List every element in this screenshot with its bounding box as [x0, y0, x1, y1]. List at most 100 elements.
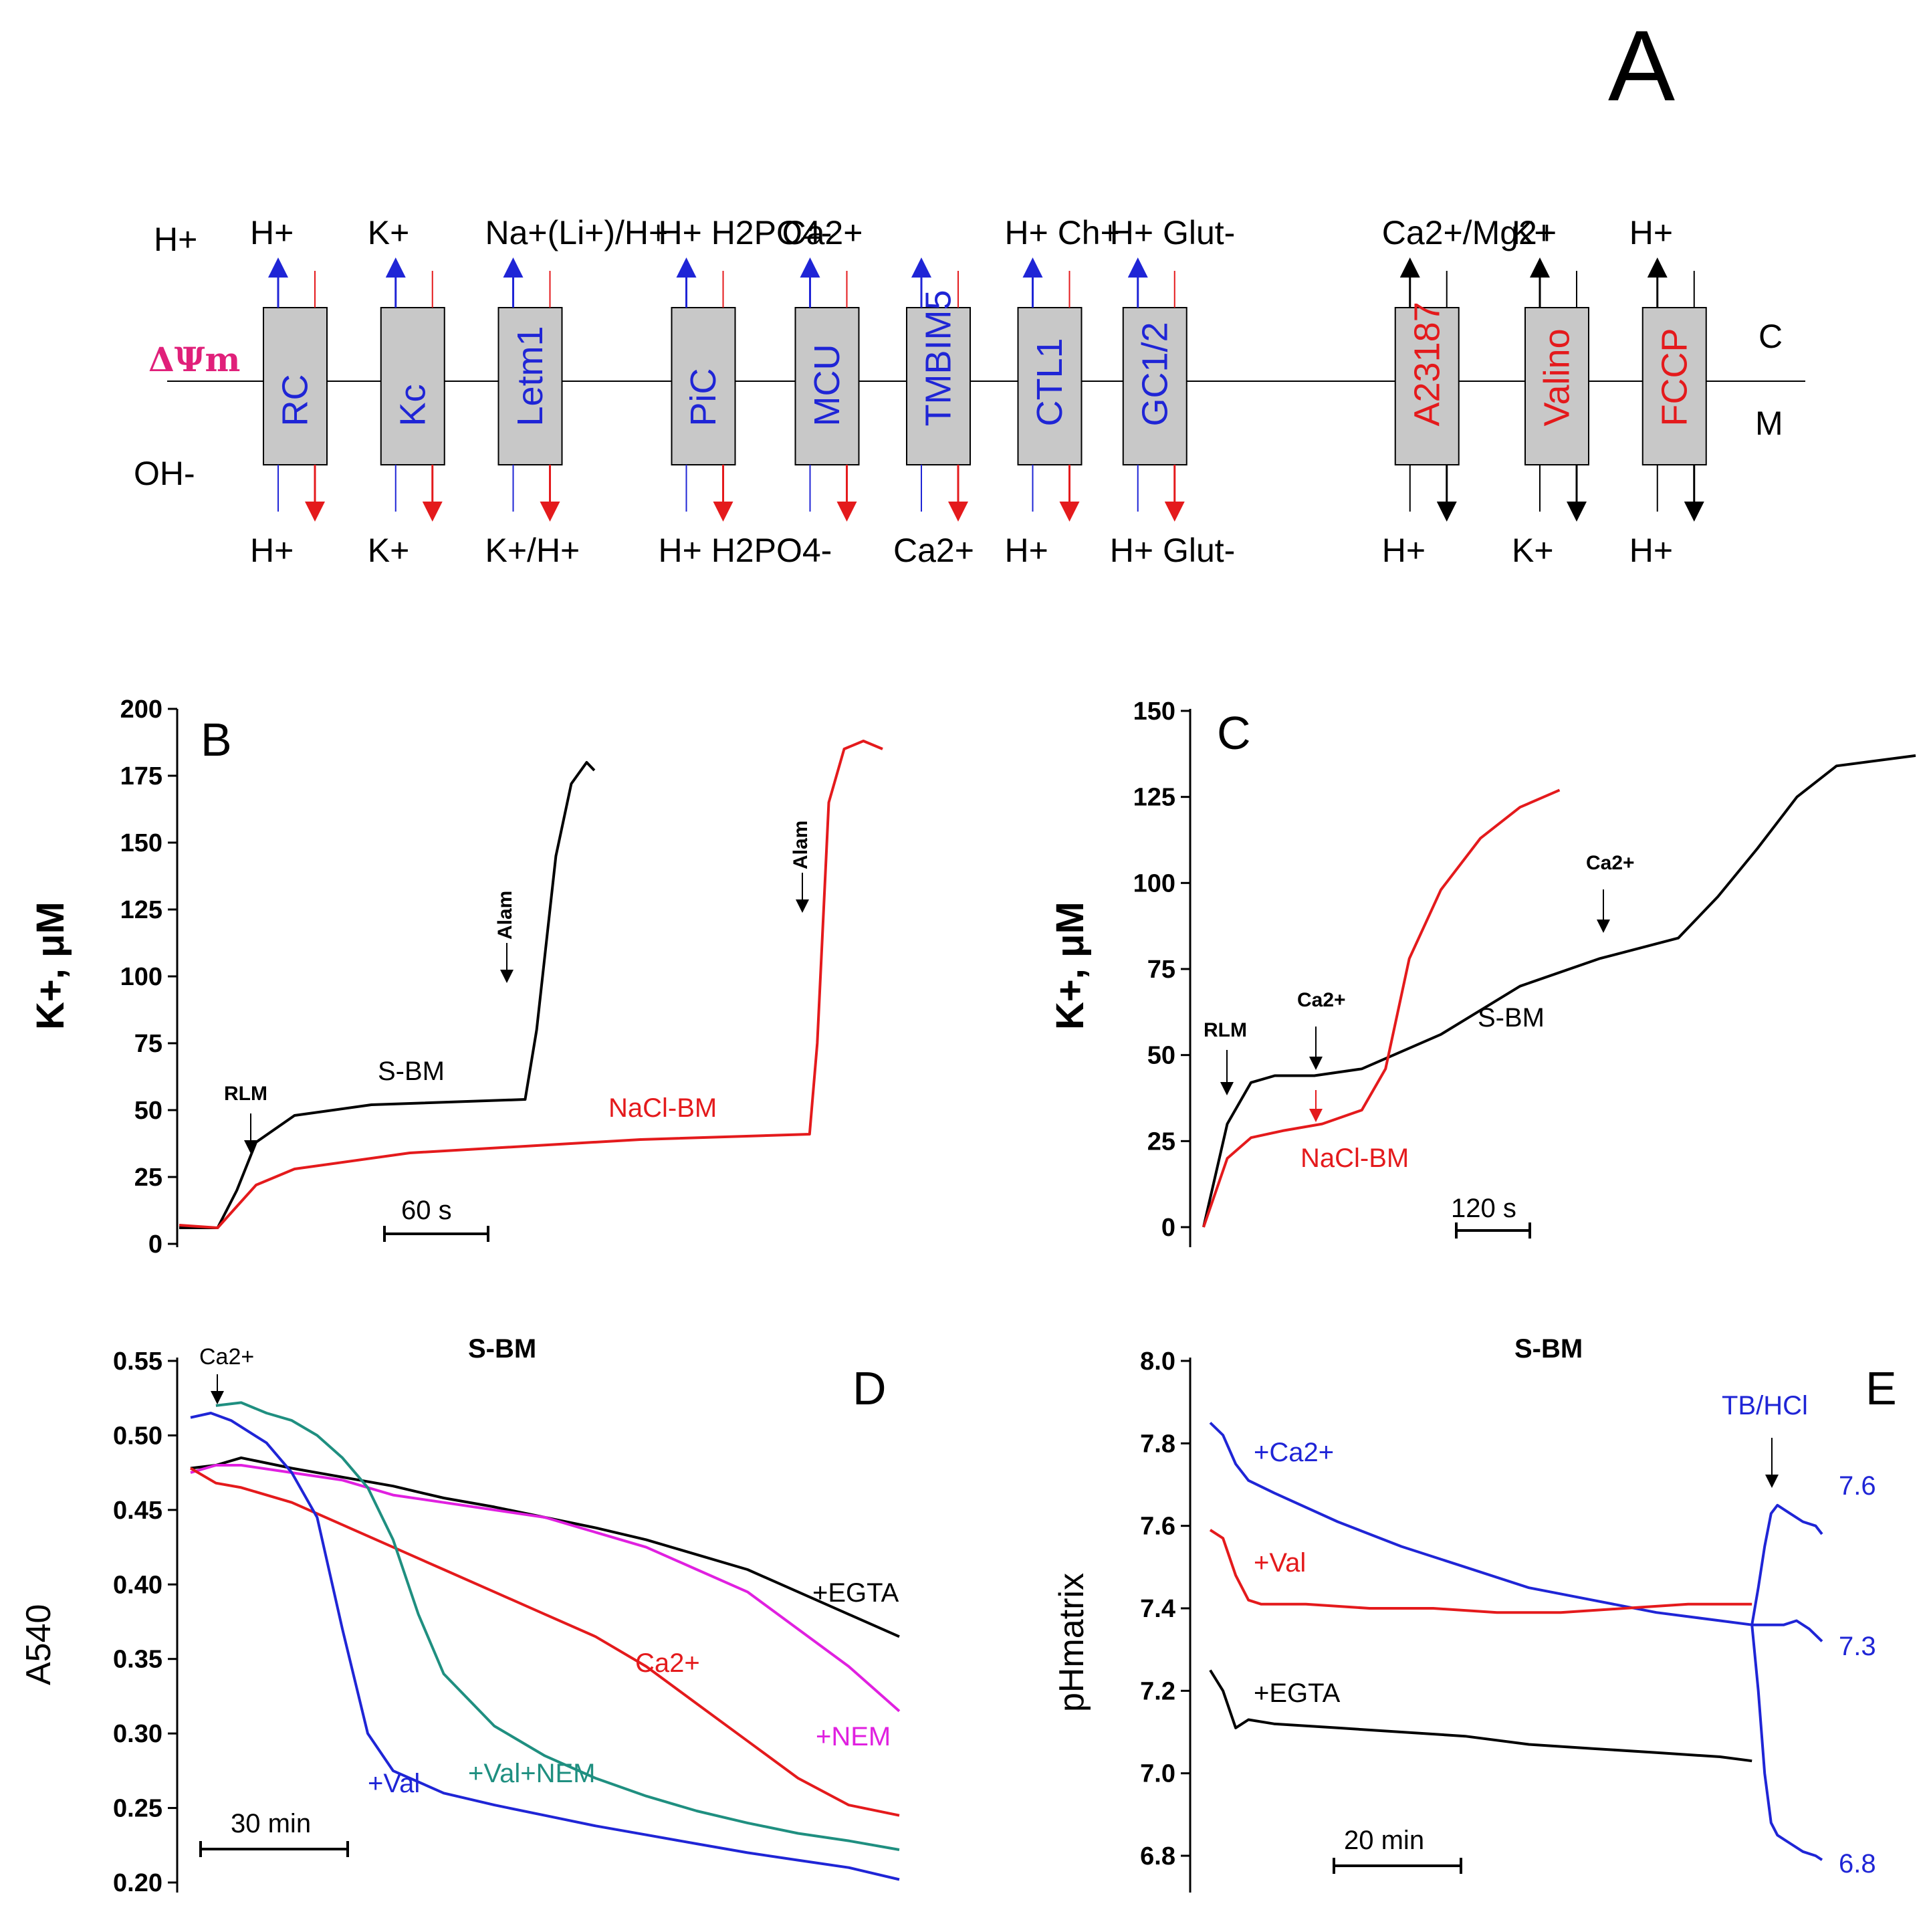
carrier-mcu: MCU Ca2+: [782, 214, 863, 522]
y-tick-label: 25: [134, 1164, 162, 1192]
panel-e-legend-ca: +Ca2+: [1254, 1438, 1334, 1467]
y-tick-label: 7.0: [1140, 1760, 1175, 1788]
panel-b-ylabel: K+, μM: [29, 901, 72, 1030]
y-tick-label: 100: [120, 963, 162, 991]
y-tick-label: 200: [120, 695, 162, 724]
carrier-label: Letm1: [510, 326, 550, 426]
panel-e-letter: E: [1865, 1362, 1897, 1414]
panel-e-end-value-low: 6.8: [1839, 1849, 1876, 1879]
series-line-tb-hcl-up: [1750, 1503, 1823, 1626]
y-tick-label: 7.6: [1140, 1513, 1175, 1541]
carrier-label: GC1/2: [1135, 322, 1175, 426]
carrier-label: PiC: [683, 368, 723, 426]
left-bottom-ion: OH-: [134, 455, 195, 492]
panel-a-letter: A: [1608, 9, 1675, 122]
y-tick-label: 100: [1133, 869, 1175, 897]
panel-c-ylabel: K+, μM: [1048, 901, 1092, 1030]
series-line-ca2-: [189, 1467, 900, 1817]
series-line-nacl-bm: [179, 740, 883, 1229]
carrier-bottom-ion: H+: [1629, 532, 1673, 569]
y-tick-label: 0.25: [113, 1795, 162, 1823]
panel-b-annotation-alam-2: Alam: [790, 821, 812, 869]
membrane-potential-label: ΔΨm: [148, 340, 240, 379]
carrier-box: [1641, 307, 1707, 465]
panel-d-annotation-ca: Ca2+: [199, 1344, 254, 1370]
carrier-top-ion: H+: [250, 214, 294, 251]
panel-e-title: S-BM: [1514, 1334, 1583, 1364]
panel-c-legend-s-bm: S-BM: [1478, 1003, 1545, 1033]
carrier-top-ion: H+ H2PO4-: [659, 214, 832, 251]
series-line-nacl-bm: [1202, 788, 1561, 1228]
panel-e-end-value-mid: 7.3: [1839, 1632, 1876, 1661]
y-tick-label: 75: [134, 1030, 162, 1058]
carrier-top-ion: K+: [1512, 214, 1554, 251]
y-tick-label: 0.55: [113, 1348, 162, 1376]
y-tick-label: 8.0: [1140, 1348, 1175, 1376]
matrix-side-label: M: [1755, 405, 1783, 442]
carrier-top-ion: Ca2+/Mg2+: [1382, 214, 1557, 251]
y-tick-label: 6.8: [1140, 1842, 1175, 1870]
panel-e-scalebar-label: 20 min: [1344, 1826, 1424, 1855]
series-line--egta: [190, 1456, 900, 1638]
carrier-gc12: GC1/2 H+ Glut- H+ Glut-: [1110, 214, 1236, 569]
series-line--val-nem: [215, 1401, 900, 1851]
carrier-label: FCCP: [1654, 328, 1694, 427]
carrier-label: Kc: [392, 384, 433, 426]
panel-c-annotation-ca-1: Ca2+: [1297, 989, 1346, 1011]
series-line--nem: [190, 1464, 901, 1713]
carrier-box: [906, 307, 971, 465]
carrier-label: CTL1: [1030, 338, 1070, 426]
carrier-fccp: FCCP H+ H+: [1629, 214, 1707, 569]
carrier-box: [671, 307, 736, 465]
y-tick-label: 0.35: [113, 1646, 162, 1674]
panel-e-legend-val: +Val: [1254, 1548, 1306, 1578]
panel-d-legend-nem: +NEM: [816, 1722, 891, 1751]
panel-b-scalebar-label: 60 s: [401, 1196, 452, 1225]
carrier-bottom-ion: K+: [368, 532, 410, 569]
panel-e-annotation-tbhcl: TB/HCl: [1722, 1391, 1808, 1420]
y-tick-label: 50: [1147, 1042, 1175, 1070]
y-tick-label: 0: [1161, 1214, 1175, 1242]
carrier-top-ion: H+ Ch+: [1005, 214, 1120, 251]
panel-c-legend-nacl-bm: NaCl-BM: [1300, 1144, 1409, 1173]
panel-c-letter: C: [1217, 707, 1251, 759]
carrier-valino: Valino K+ K+: [1512, 214, 1589, 569]
panel-c: C K+, μM 0 25 50 75 100 125 150 120 s RLM Ca2+…: [1048, 697, 1916, 1247]
panel-e-ylabel: pHmatrix: [1052, 1573, 1091, 1712]
y-tick-label: 0.30: [113, 1720, 162, 1748]
y-tick-label: 0.45: [113, 1497, 162, 1525]
carrier-box: [263, 307, 328, 465]
panel-e-legend-egta: +EGTA: [1254, 1679, 1341, 1708]
y-tick-label: 0.50: [113, 1422, 162, 1450]
carrier-bottom-ion: K+/H+: [485, 532, 580, 569]
carrier-label: A23187: [1407, 302, 1447, 426]
carrier-box: [1017, 307, 1083, 465]
panel-d-scalebar-label: 30 min: [231, 1809, 311, 1838]
carrier-box: [794, 307, 860, 465]
carrier-letm1: Letm1 Na+(Li+)/H+ K+/H+: [485, 214, 669, 569]
carrier-pic: PiC H+ H2PO4- H+ H2PO4-: [659, 214, 832, 569]
carrier-tmbim5: TMBIM5 Ca2+: [893, 257, 974, 569]
carrier-box: [380, 307, 445, 465]
carrier-rc: RC H+ H+: [250, 214, 328, 569]
series-line--val: [190, 1412, 900, 1881]
carrier-top-ion: K+: [368, 214, 410, 251]
series-line-s-bm: [1202, 754, 1916, 1228]
carrier-bottom-ion: H+: [250, 532, 294, 569]
carrier-bottom-ion: H+: [1005, 532, 1048, 569]
y-tick-label: 7.4: [1140, 1595, 1175, 1623]
panel-d-legend-egta: +EGTA: [812, 1578, 899, 1608]
carrier-label: TMBIM5: [919, 290, 959, 426]
carrier-top-ion: H+ Glut-: [1110, 214, 1236, 251]
carrier-bottom-ion: K+: [1512, 532, 1554, 569]
panel-b-letter: B: [201, 714, 232, 766]
carrier-list: RC H+ H+ Kc K+ K+ Letm1 Na+(Li+)/H+ K+/H+ PiC H+ H…: [250, 214, 1707, 569]
y-tick-label: 50: [134, 1097, 162, 1125]
series-line--egta: [1209, 1669, 1752, 1763]
cytosol-side-label: C: [1758, 318, 1783, 355]
carrier-top-ion: H+: [1629, 214, 1673, 251]
y-tick-label: 7.8: [1140, 1430, 1175, 1458]
panel-e-end-value-high: 7.6: [1839, 1471, 1876, 1501]
carrier-bottom-ion: H+ Glut-: [1110, 532, 1236, 569]
